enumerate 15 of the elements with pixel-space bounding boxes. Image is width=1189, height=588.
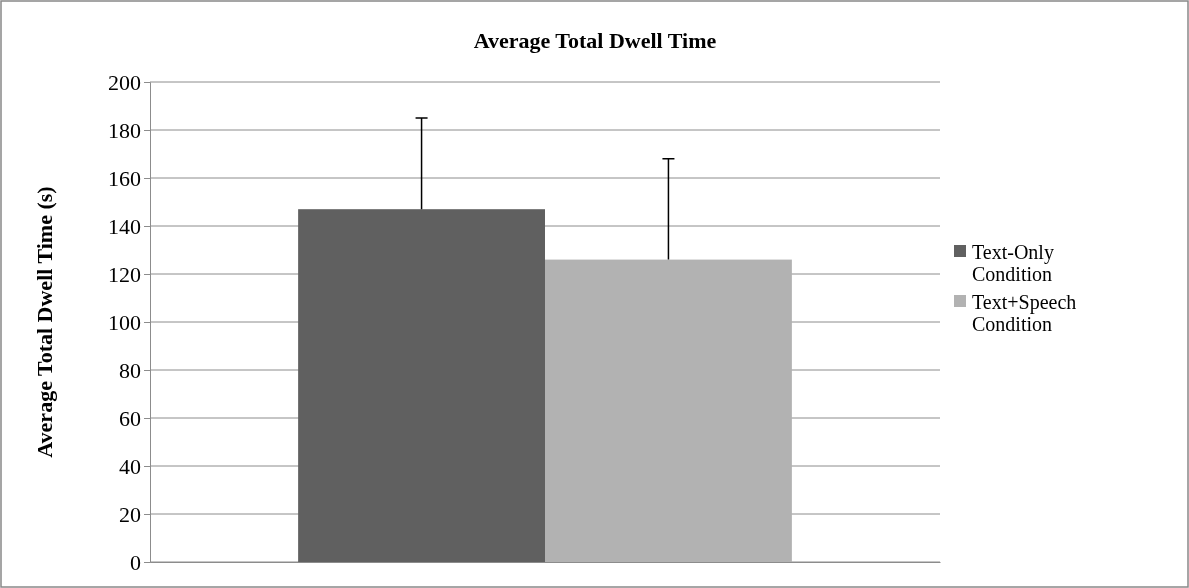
y-tick-label: 180 [108,117,141,143]
y-tick-label: 140 [108,213,141,239]
chart-title: Average Total Dwell Time [473,28,717,53]
y-tick-label: 0 [130,549,141,575]
y-tick-label: 60 [119,405,141,431]
legend-label: Text-Only Condition [972,241,1054,285]
y-tick-label: 200 [108,69,141,95]
y-tick-label: 160 [108,165,141,191]
y-axis-title: Average Total Dwell Time (s) [32,186,57,458]
y-tick-label: 20 [119,501,141,527]
legend-label: Text+Speech Condition [972,291,1077,335]
y-tick-label: 80 [119,357,141,383]
y-tick-label: 40 [119,453,141,479]
y-tick-label: 120 [108,261,141,287]
y-tick-label: 100 [108,309,141,335]
